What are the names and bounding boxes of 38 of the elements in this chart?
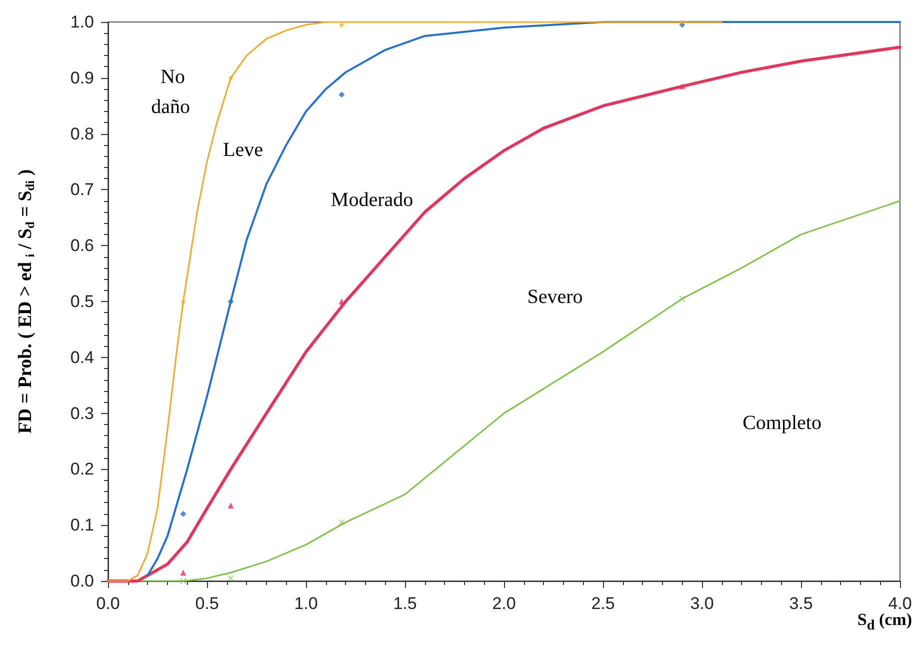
series-label: Leve bbox=[223, 139, 264, 161]
y-tick-label: 0.0 bbox=[70, 572, 94, 590]
y-tick-label: 0.8 bbox=[70, 124, 94, 144]
x-tick-label: 2.5 bbox=[591, 594, 615, 613]
series-label: Moderado bbox=[330, 189, 414, 211]
x-tick-label: 1.5 bbox=[393, 594, 417, 613]
y-tick-label: 0.6 bbox=[70, 236, 94, 256]
y-tick-label: 1.0 bbox=[70, 12, 94, 32]
x-tick-label: 0.5 bbox=[195, 594, 219, 613]
point bbox=[228, 74, 234, 81]
point bbox=[228, 298, 234, 304]
y-axis-title: FD = Prob. ( ED > ed i / Sd = Sdi ) bbox=[15, 169, 37, 434]
y-tick-label: 0.5 bbox=[70, 292, 94, 311]
annotation: Completo bbox=[742, 412, 822, 434]
x-axis-title: S$_{d}$ (cm) bbox=[857, 610, 912, 634]
y-tick-label: 0.1 bbox=[70, 516, 94, 535]
y-tick-label: 0.9 bbox=[70, 68, 94, 88]
x-tick-label: 3.5 bbox=[789, 594, 813, 613]
y-tick-label: 0.2 bbox=[70, 460, 94, 479]
point bbox=[679, 83, 686, 90]
point bbox=[679, 19, 686, 25]
point bbox=[228, 502, 234, 509]
point bbox=[338, 92, 345, 98]
series-label: No daño bbox=[151, 66, 190, 118]
x-tick-label: 3.0 bbox=[690, 594, 714, 613]
x-tick-label: 2.0 bbox=[492, 594, 516, 613]
point bbox=[338, 519, 345, 526]
x-tick-label: 0.0 bbox=[96, 594, 120, 613]
point bbox=[228, 575, 234, 582]
x-tick-label: 4.0 bbox=[888, 594, 912, 613]
y-tick-label: 0.7 bbox=[70, 180, 94, 200]
point bbox=[180, 570, 186, 576]
y-tick-label: 0.4 bbox=[70, 348, 94, 367]
text: Severo bbox=[527, 286, 583, 308]
y-tick-label: 0.3 bbox=[70, 404, 94, 423]
x-tick-label: 1.0 bbox=[294, 594, 318, 613]
point bbox=[180, 510, 186, 517]
point bbox=[679, 296, 686, 302]
